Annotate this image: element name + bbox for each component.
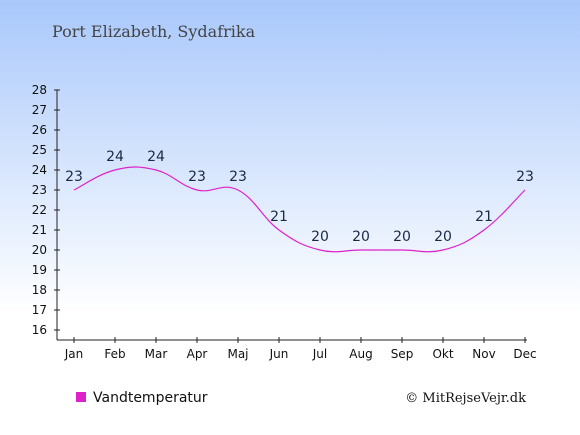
series-line-vandtemperatur [73, 166, 526, 253]
chart-title: Port Elizabeth, Sydafrika [52, 22, 256, 41]
data-label: 21 [270, 209, 288, 225]
data-label: 20 [352, 229, 370, 245]
x-tick-label: Mar [145, 347, 168, 361]
y-tick-label: 25 [32, 143, 47, 157]
y-tick-label: 18 [32, 283, 47, 297]
x-tick-label: Feb [104, 347, 125, 361]
series-layer [73, 166, 526, 253]
y-tick-label: 16 [32, 323, 47, 337]
data-label: 23 [229, 169, 247, 185]
y-tick-label: 20 [32, 243, 47, 257]
data-label: 24 [147, 149, 165, 165]
data-label: 20 [393, 229, 411, 245]
copyright-text: © MitRejseVejr.dk [405, 391, 526, 406]
data-label: 20 [434, 229, 452, 245]
y-tick-label: 23 [32, 183, 47, 197]
data-label: 20 [311, 229, 329, 245]
x-tick-label: Jul [312, 347, 327, 361]
y-tick-label: 26 [32, 123, 47, 137]
legend-label: Vandtemperatur [93, 390, 208, 406]
data-label: 23 [516, 169, 534, 185]
x-tick-label: Maj [227, 347, 248, 361]
y-tick-label: 21 [32, 223, 47, 237]
y-tick-label: 17 [32, 303, 47, 317]
x-tick-label: Nov [472, 347, 495, 361]
x-tick-label: Apr [187, 347, 208, 361]
x-tick-label: Okt [432, 347, 453, 361]
legend-swatch [76, 392, 86, 402]
data-label: 23 [188, 169, 206, 185]
y-tick-label: 19 [32, 263, 47, 277]
x-tick-label: Dec [513, 347, 536, 361]
axes: 16 17 18 19 20 21 22 23 24 25 26 27 28 Jan Feb Mar Apr Ma… [32, 83, 537, 361]
y-tick-label: 22 [32, 203, 47, 217]
y-tick-label: 28 [32, 83, 47, 97]
data-label: 21 [475, 209, 493, 225]
x-tick-label: Jun [269, 347, 289, 361]
y-tick-label: 24 [32, 163, 47, 177]
data-label: 23 [65, 169, 83, 185]
x-tick-label: Aug [349, 347, 372, 361]
data-label: 24 [106, 149, 124, 165]
data-labels: 23 24 24 23 23 21 20 20 20 20 21 23 [65, 149, 534, 245]
x-tick-label: Jan [64, 347, 84, 361]
y-tick-label: 27 [32, 103, 47, 117]
x-tick-label: Sep [391, 347, 414, 361]
